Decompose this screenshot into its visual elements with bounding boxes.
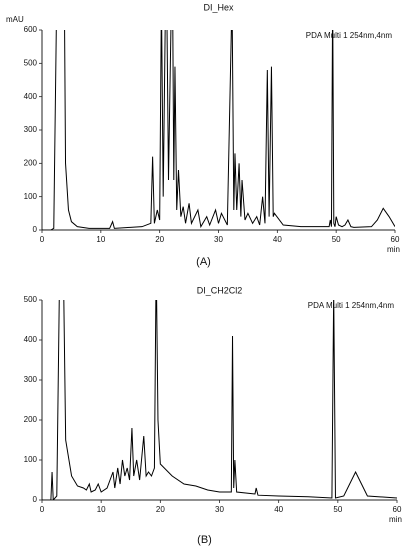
y-tick-label: 400 (24, 92, 38, 101)
chromatogram-line (42, 300, 397, 500)
x-tick-label: 50 (333, 505, 342, 514)
y-axis-label: mAU (6, 15, 24, 24)
x-tick-label: 40 (274, 505, 283, 514)
x-tick-label: 20 (156, 505, 165, 514)
y-tick-label: 0 (33, 495, 38, 504)
chart-title: DI_Hex (203, 2, 234, 12)
x-tick-label: 30 (214, 235, 223, 244)
y-tick-label: 500 (24, 58, 38, 67)
legend-label: PDA Multi 1 254nm,4nm (306, 31, 393, 40)
y-tick-label: 300 (24, 375, 38, 384)
x-axis-label: min (387, 245, 400, 254)
x-tick-label: 60 (393, 505, 402, 514)
x-tick-label: 40 (273, 235, 282, 244)
y-tick-label: 200 (24, 415, 38, 424)
y-tick-label: 600 (24, 25, 38, 34)
y-tick-label: 300 (24, 125, 38, 134)
x-tick-label: 30 (215, 505, 224, 514)
legend-label: PDA Multi 1 254nm,4nm (308, 301, 395, 310)
y-tick-label: 500 (24, 295, 38, 304)
x-tick-label: 0 (40, 505, 45, 514)
y-tick-label: 0 (33, 225, 38, 234)
y-tick-label: 200 (24, 158, 38, 167)
x-tick-label: 20 (155, 235, 164, 244)
x-tick-label: 60 (391, 235, 400, 244)
x-axis-label: min (389, 515, 402, 524)
caption: (A) (196, 256, 211, 268)
y-tick-label: 100 (24, 455, 38, 464)
x-tick-label: 50 (332, 235, 341, 244)
y-tick-label: 100 (24, 192, 38, 201)
chart-title: DI_CH2Cl2 (197, 285, 243, 295)
x-tick-label: 10 (96, 235, 105, 244)
caption: (B) (197, 534, 212, 546)
x-tick-label: 10 (97, 505, 106, 514)
chromatogram-line (42, 30, 395, 230)
x-tick-label: 0 (40, 235, 45, 244)
y-tick-label: 400 (24, 335, 38, 344)
